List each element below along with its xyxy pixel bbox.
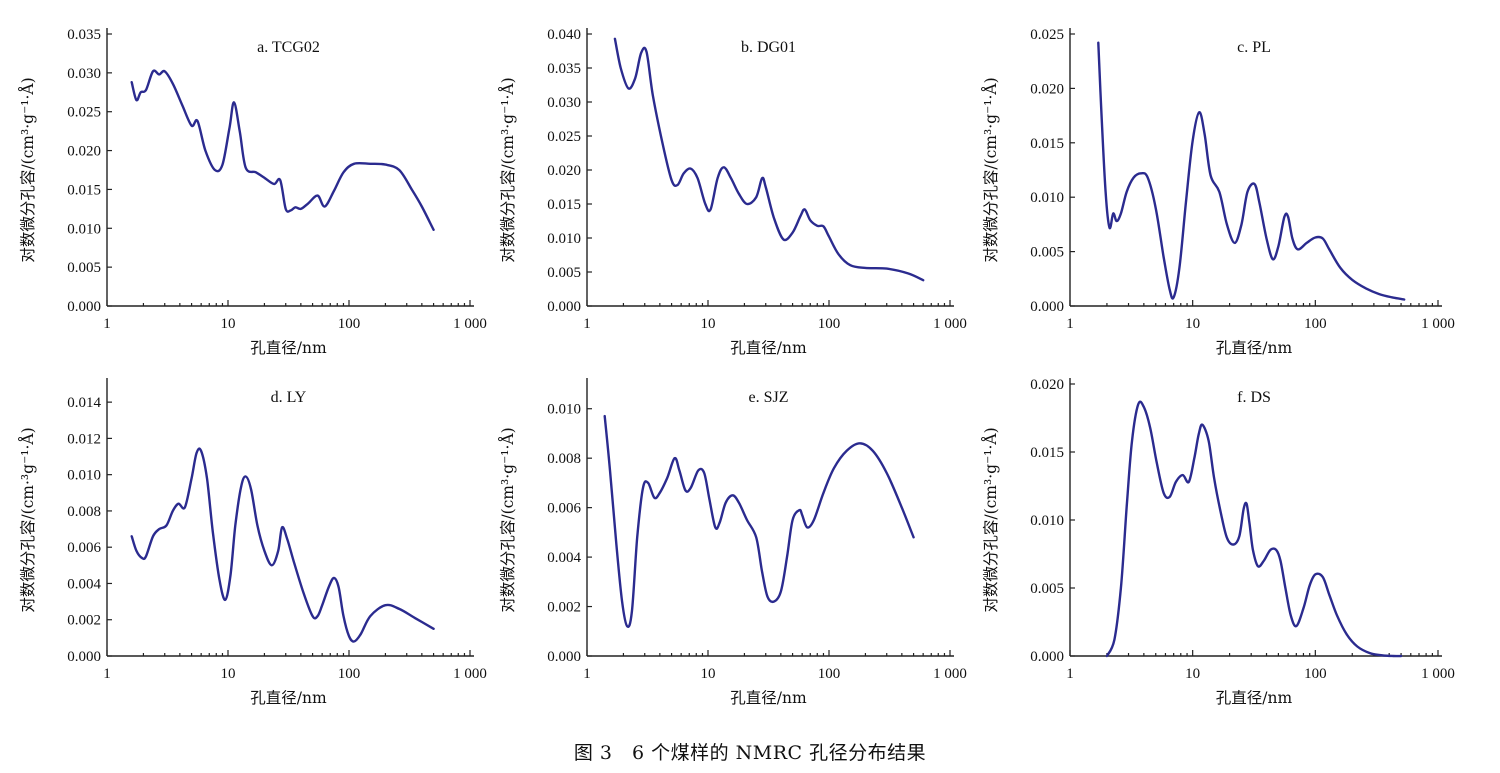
y-tick-label: 0.002 [67, 613, 101, 629]
y-tick-label: 0.030 [67, 66, 101, 82]
y-axis-label: 对数微分孔容/(cm³·g⁻¹·Å) [982, 427, 1000, 612]
panel-title: e. SJZ [749, 389, 789, 406]
y-tick-label: 0.010 [1030, 513, 1064, 529]
x-tick-label: 1 [1066, 316, 1074, 332]
y-tick-label: 0.000 [547, 649, 581, 665]
x-tick-label: 1 000 [1421, 316, 1455, 332]
y-tick-label: 0.015 [1030, 445, 1064, 461]
y-tick-label: 0.012 [67, 431, 101, 447]
x-tick-label: 1 [1066, 666, 1074, 682]
x-tick-label: 1 [583, 666, 591, 682]
x-tick-label: 100 [1304, 316, 1327, 332]
x-tick-label: 1 000 [933, 316, 967, 332]
y-tick-label: 0.000 [67, 649, 101, 665]
figure-caption: 图 3 6 个煤样的 NMRC 孔径分布结果 [573, 742, 927, 764]
y-tick-label: 0.010 [67, 468, 101, 484]
x-tick-label: 1 [103, 666, 111, 682]
x-tick-label: 100 [338, 316, 361, 332]
x-tick-label: 10 [701, 666, 716, 682]
x-tick-label: 100 [818, 666, 841, 682]
y-tick-label: 0.020 [1030, 81, 1064, 97]
y-axis-label: 对数微分孔容/(cm³·g⁻¹·Å) [499, 427, 517, 612]
x-tick-label: 100 [1304, 666, 1327, 682]
panel-title: c. PL [1237, 39, 1271, 56]
y-tick-label: 0.004 [67, 576, 101, 592]
y-tick-label: 0.014 [67, 395, 101, 411]
x-axis-label: 孔直径/nm [1216, 689, 1293, 707]
y-tick-label: 0.004 [547, 550, 581, 566]
y-tick-label: 0.005 [547, 265, 581, 281]
y-tick-label: 0.005 [1030, 245, 1064, 261]
panel-sjz: 0.000 0.002 0.004 0.006 0.008 0.010 1 10 100 1 00… [499, 378, 967, 707]
panel-pl: 0.000 0.005 0.010 0.015 0.020 0.025 1 10 100 1 00… [982, 27, 1455, 357]
y-tick-label: 0.008 [547, 451, 581, 467]
panel-title: b. DG01 [741, 39, 796, 56]
y-tick-label: 0.006 [67, 540, 101, 556]
panel-dg01: 0.000 0.005 0.010 0.015 0.020 0.025 0.030 0.035… [499, 27, 967, 357]
y-tick-label: 0.005 [67, 260, 101, 276]
series-line-sjz [603, 414, 915, 628]
x-tick-label: 100 [818, 316, 841, 332]
y-tick-label: 0.025 [1030, 27, 1064, 43]
y-tick-label: 0.002 [547, 600, 581, 616]
x-tick-label: 10 [221, 316, 236, 332]
panel-ly: 0.000 0.002 0.004 0.006 0.008 0.010 0.012 0.014… [19, 378, 487, 707]
y-tick-label: 0.005 [1030, 581, 1064, 597]
y-tick-label: 0.000 [547, 299, 581, 315]
y-axis-label: 对数微分孔容/(cm³·g⁻¹·Å) [19, 77, 37, 262]
panel-title: f. DS [1237, 389, 1271, 406]
series-line-ds [1105, 400, 1403, 658]
y-tick-label: 0.025 [67, 105, 101, 121]
x-axis-label: 孔直径/nm [730, 689, 807, 707]
y-tick-label: 0.030 [547, 95, 581, 111]
series-line-dg01 [613, 37, 925, 282]
y-tick-label: 0.015 [67, 182, 101, 198]
x-tick-label: 10 [1185, 316, 1200, 332]
y-tick-label: 0.020 [1030, 377, 1064, 393]
x-tick-label: 1 000 [453, 316, 487, 332]
x-tick-label: 10 [1185, 666, 1200, 682]
x-axis-label: 孔直径/nm [250, 689, 327, 707]
series-line-tcg02 [130, 69, 435, 231]
x-tick-label: 1 000 [453, 666, 487, 682]
x-tick-label: 1 000 [933, 666, 967, 682]
y-tick-label: 0.008 [67, 504, 101, 520]
y-tick-label: 0.015 [547, 197, 581, 213]
x-axis-label: 孔直径/nm [730, 339, 807, 357]
panel-ds: 0.000 0.005 0.010 0.015 0.020 1 10 100 1 000 孔直径/… [982, 377, 1455, 707]
panel-tcg02: 0.000 0.005 0.010 0.015 0.020 0.025 0.030 0.035… [19, 27, 487, 357]
panel-title: d. LY [271, 389, 307, 406]
y-tick-label: 0.035 [547, 61, 581, 77]
y-tick-label: 0.010 [1030, 190, 1064, 206]
y-tick-label: 0.035 [67, 27, 101, 43]
y-tick-label: 0.000 [1030, 299, 1064, 315]
x-tick-label: 10 [221, 666, 236, 682]
x-tick-label: 1 [583, 316, 591, 332]
x-axis-label: 孔直径/nm [250, 339, 327, 357]
y-tick-label: 0.006 [547, 501, 581, 517]
y-tick-label: 0.010 [67, 221, 101, 237]
x-tick-label: 1 000 [1421, 666, 1455, 682]
y-tick-label: 0.020 [67, 144, 101, 160]
y-axis-label: 对数微分孔容/(cm³·g⁻¹·Å) [499, 77, 517, 262]
y-tick-label: 0.020 [547, 163, 581, 179]
y-tick-label: 0.040 [547, 27, 581, 43]
y-tick-label: 0.025 [547, 129, 581, 145]
y-axis-label: 对数微分孔容/(cm·³g⁻¹·Å) [19, 427, 37, 612]
x-axis-label: 孔直径/nm [1216, 339, 1293, 357]
x-tick-label: 1 [103, 316, 111, 332]
x-tick-label: 100 [338, 666, 361, 682]
panel-title: a. TCG02 [257, 39, 320, 56]
series-line-pl [1097, 41, 1406, 301]
y-tick-label: 0.010 [547, 231, 581, 247]
y-tick-label: 0.000 [67, 299, 101, 315]
series-line-ly [130, 447, 435, 643]
y-axis-label: 对数微分孔容/(cm³·g⁻¹·Å) [982, 77, 1000, 262]
x-tick-label: 10 [701, 316, 716, 332]
y-tick-label: 0.015 [1030, 136, 1064, 152]
y-tick-label: 0.010 [547, 402, 581, 418]
y-tick-label: 0.000 [1030, 649, 1064, 665]
